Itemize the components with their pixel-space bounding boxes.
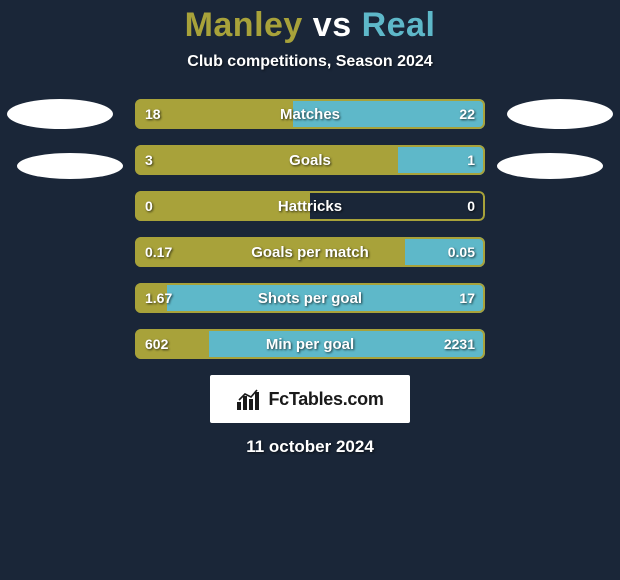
bar-segment-right <box>167 283 486 313</box>
comparison-card: Manley vs Real Club competitions, Season… <box>0 0 620 457</box>
bar-segment-left <box>135 191 310 221</box>
bar-segment-right <box>209 329 486 359</box>
stat-row: 00Hattricks <box>135 191 485 221</box>
badge-text: FcTables.com <box>268 389 383 410</box>
player1-name: Manley <box>185 6 303 44</box>
avatar-right-2 <box>497 153 603 179</box>
bar-segment-right <box>293 99 486 129</box>
stat-row: 1.6717Shots per goal <box>135 283 485 313</box>
date-label: 11 october 2024 <box>0 437 620 457</box>
stat-row: 0.170.05Goals per match <box>135 237 485 267</box>
vs-label: vs <box>313 6 352 44</box>
player2-name: Real <box>362 6 436 44</box>
fctables-badge: FcTables.com <box>210 375 410 423</box>
stat-row: 31Goals <box>135 145 485 175</box>
page-title: Manley vs Real <box>0 6 620 45</box>
bar-segment-left <box>135 283 167 313</box>
stat-value-right: 0 <box>457 191 485 221</box>
content: 1822Matches 31Goals 00Hattricks 0.170.05Goa… <box>0 99 620 457</box>
avatar-left-1 <box>7 99 113 129</box>
bar-segment-left <box>135 145 398 175</box>
subtitle: Club competitions, Season 2024 <box>0 53 620 71</box>
bar-segment-left <box>135 99 293 129</box>
bar-segment-right <box>405 237 486 267</box>
avatar-right-1 <box>507 99 613 129</box>
bar-segment-left <box>135 237 405 267</box>
avatar-left-2 <box>17 153 123 179</box>
stat-row: 1822Matches <box>135 99 485 129</box>
bar-segment-right <box>398 145 486 175</box>
stat-bars: 1822Matches 31Goals 00Hattricks 0.170.05Goa… <box>135 99 485 359</box>
bars-icon <box>236 388 262 410</box>
bar-segment-left <box>135 329 209 359</box>
stat-row: 6022231Min per goal <box>135 329 485 359</box>
